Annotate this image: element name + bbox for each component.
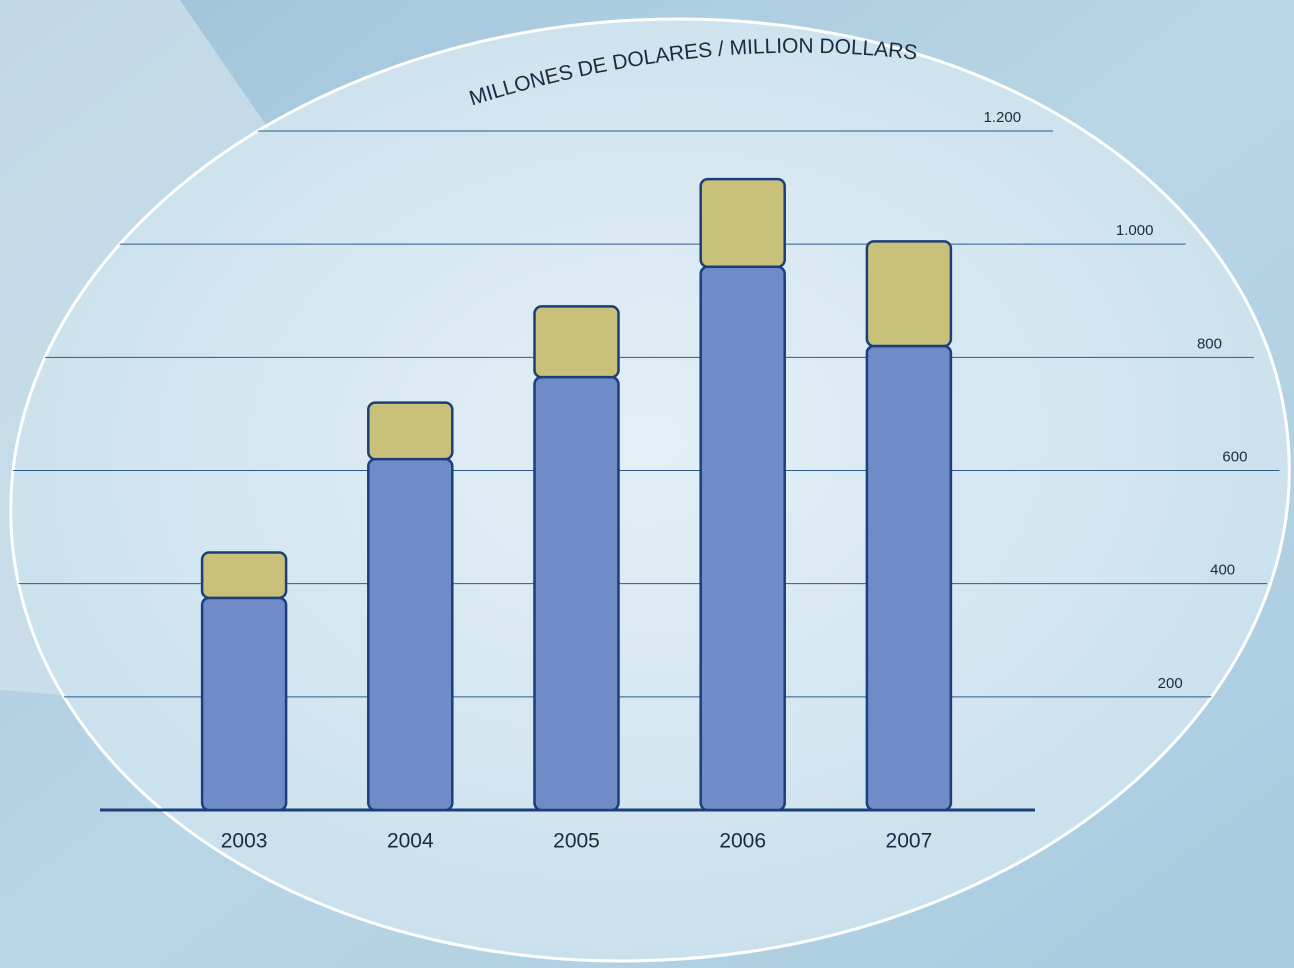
y-tick-label: 400 — [1210, 562, 1235, 579]
bar-segment — [200, 551, 288, 600]
bar-segment — [367, 457, 454, 812]
bar-segment — [699, 177, 786, 269]
bar-segment — [865, 240, 953, 348]
y-tick-label: 1.200 — [984, 109, 1022, 126]
bar-segment — [200, 596, 288, 812]
y-tick-label: 200 — [1158, 675, 1183, 692]
bar-segment — [367, 401, 454, 461]
y-tick-label: 600 — [1222, 448, 1247, 465]
x-tick-label: 2005 — [553, 830, 600, 853]
x-tick-label: 2003 — [221, 830, 268, 853]
bar-segment — [533, 305, 620, 379]
x-tick-label: 2006 — [719, 830, 766, 853]
y-tick-label: 1.000 — [1116, 222, 1154, 239]
bar-segment — [533, 375, 620, 812]
bar-segment — [699, 265, 786, 812]
x-tick-label: 2004 — [387, 830, 434, 853]
x-tick-label: 2007 — [886, 830, 933, 853]
bar-segment — [865, 344, 953, 812]
y-tick-label: 800 — [1197, 335, 1222, 352]
